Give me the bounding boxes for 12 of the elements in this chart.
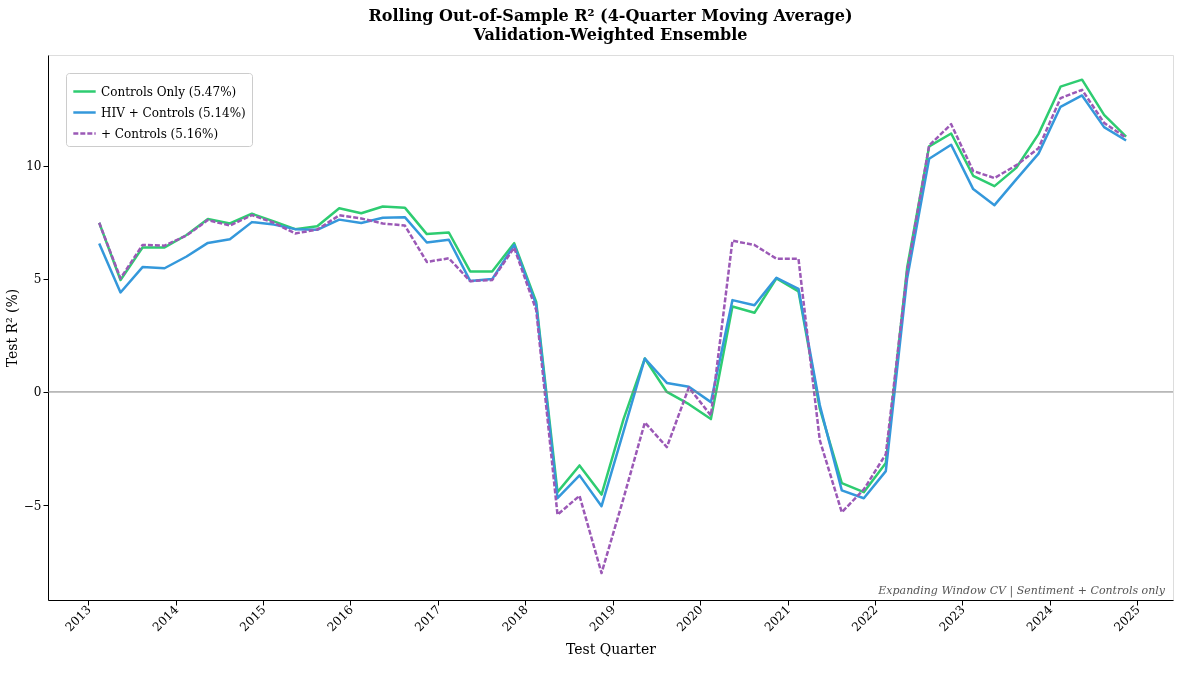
legend-label: Controls Only (5.47%) bbox=[101, 84, 237, 99]
chart-title: Rolling Out-of-Sample R² (4-Quarter Moving Average) bbox=[368, 6, 853, 25]
y-tick-label: 0 bbox=[33, 385, 42, 400]
y-tick-label: 5 bbox=[33, 272, 42, 287]
chart-subtitle: Validation-Weighted Ensemble bbox=[472, 25, 748, 44]
y-axis-title: Test R² (%) bbox=[3, 288, 20, 368]
legend-label: + Controls (5.16%) bbox=[101, 126, 219, 141]
y-tick-label: −5 bbox=[23, 498, 42, 513]
x-axis-title: Test Quarter bbox=[566, 641, 657, 658]
y-tick-label: 10 bbox=[26, 159, 42, 174]
annotation: Expanding Window CV | Sentiment + Controls only bbox=[877, 584, 1166, 598]
legend-label: HIV + Controls (5.14%) bbox=[101, 105, 246, 120]
